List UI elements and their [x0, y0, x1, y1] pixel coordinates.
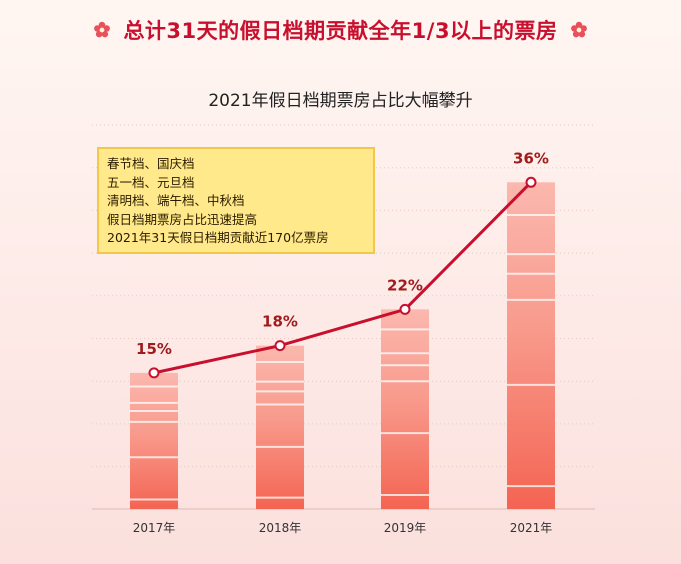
data-label: 18% [262, 313, 298, 331]
headline: 总计31天的假日档期贡献全年1/3以上的票房 [0, 10, 681, 50]
data-point [274, 340, 286, 352]
callout-line: 2021年31天假日档期贡献近170亿票房 [107, 230, 329, 245]
bar [381, 309, 429, 509]
x-tick-label: 2018年 [259, 521, 302, 535]
chart-title: 2021年假日档期票房占比大幅攀升 [208, 91, 473, 111]
trend-line [153, 181, 533, 375]
data-point [148, 367, 160, 379]
bar [130, 372, 178, 509]
bar [507, 182, 555, 510]
callout-box: 春节档、国庆档 五一档、元旦档 清明档、端午档、中秋档 假日档期票房占比迅速提高… [97, 147, 375, 254]
callout-line: 春节档、国庆档 [107, 156, 195, 171]
flower-icon [570, 21, 587, 38]
x-tick-label: 2021年 [510, 521, 553, 535]
data-label: 15% [136, 340, 172, 358]
x-tick-label: 2019年 [384, 521, 427, 535]
x-tick-label: 2017年 [133, 521, 176, 535]
callout-line: 五一档、元旦档 [107, 174, 195, 190]
headline-text: 总计31天的假日档期贡献全年1/3以上的票房 [123, 19, 558, 43]
data-label: 36% [513, 149, 549, 167]
flower-icon [94, 21, 111, 38]
bar [256, 345, 304, 509]
data-label: 22% [387, 276, 423, 294]
callout-line: 清明档、端午档、中秋档 [107, 193, 245, 208]
callout-line: 假日档期票房占比迅速提高 [107, 211, 258, 227]
data-point [399, 303, 411, 315]
data-point [525, 176, 537, 188]
